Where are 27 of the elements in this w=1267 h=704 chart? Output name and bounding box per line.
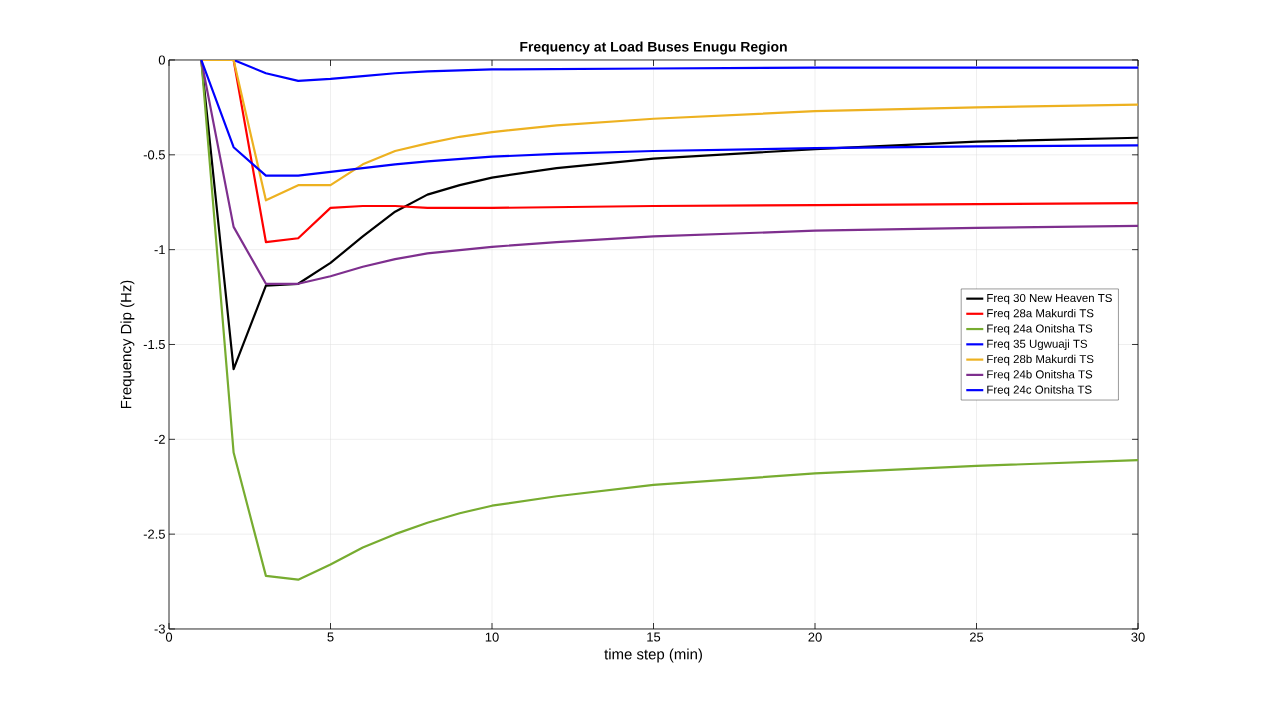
x-tick-label: 25 — [969, 632, 984, 642]
chart-title: Frequency at Load Buses Enugu Region — [520, 41, 787, 55]
x-tick-label: 15 — [647, 632, 661, 642]
y-tick-label: -1 — [154, 245, 165, 255]
legend-label: Freq 28b Makurdi TS — [987, 354, 1094, 366]
y-axis-title: Frequency Dip (Hz) — [120, 280, 135, 409]
y-tick-label: -1.5 — [143, 339, 165, 349]
legend-label: Freq 30 New Heaven TS — [987, 293, 1112, 305]
legend-label: Freq 24b Onitsha TS — [987, 369, 1093, 381]
y-tick-label: -3 — [154, 624, 165, 634]
y-tick-label: -2 — [154, 434, 165, 444]
legend-label: Freq 35 Ugwuaji TS — [987, 339, 1088, 351]
x-tick-label: 0 — [165, 632, 173, 642]
x-tick-label: 30 — [1131, 632, 1145, 642]
legend-label: Freq 24c Onitsha TS — [987, 385, 1092, 396]
line-series — [200, 59, 1139, 202]
x-tick-label: 5 — [327, 632, 334, 642]
x-tick-label: 10 — [485, 632, 499, 642]
y-tick-label: -2.5 — [143, 529, 165, 539]
y-tick-label: 0 — [158, 55, 165, 65]
legend-label: Freq 24a Onitsha TS — [987, 324, 1093, 335]
line-series — [200, 59, 1139, 581]
legend-label: Freq 28a Makurdi TS — [987, 308, 1094, 320]
x-tick-label: 20 — [808, 632, 822, 642]
x-axis-title: time step (min) — [604, 648, 702, 663]
line-series — [200, 59, 1139, 285]
y-tick-label: -0.5 — [143, 150, 165, 160]
